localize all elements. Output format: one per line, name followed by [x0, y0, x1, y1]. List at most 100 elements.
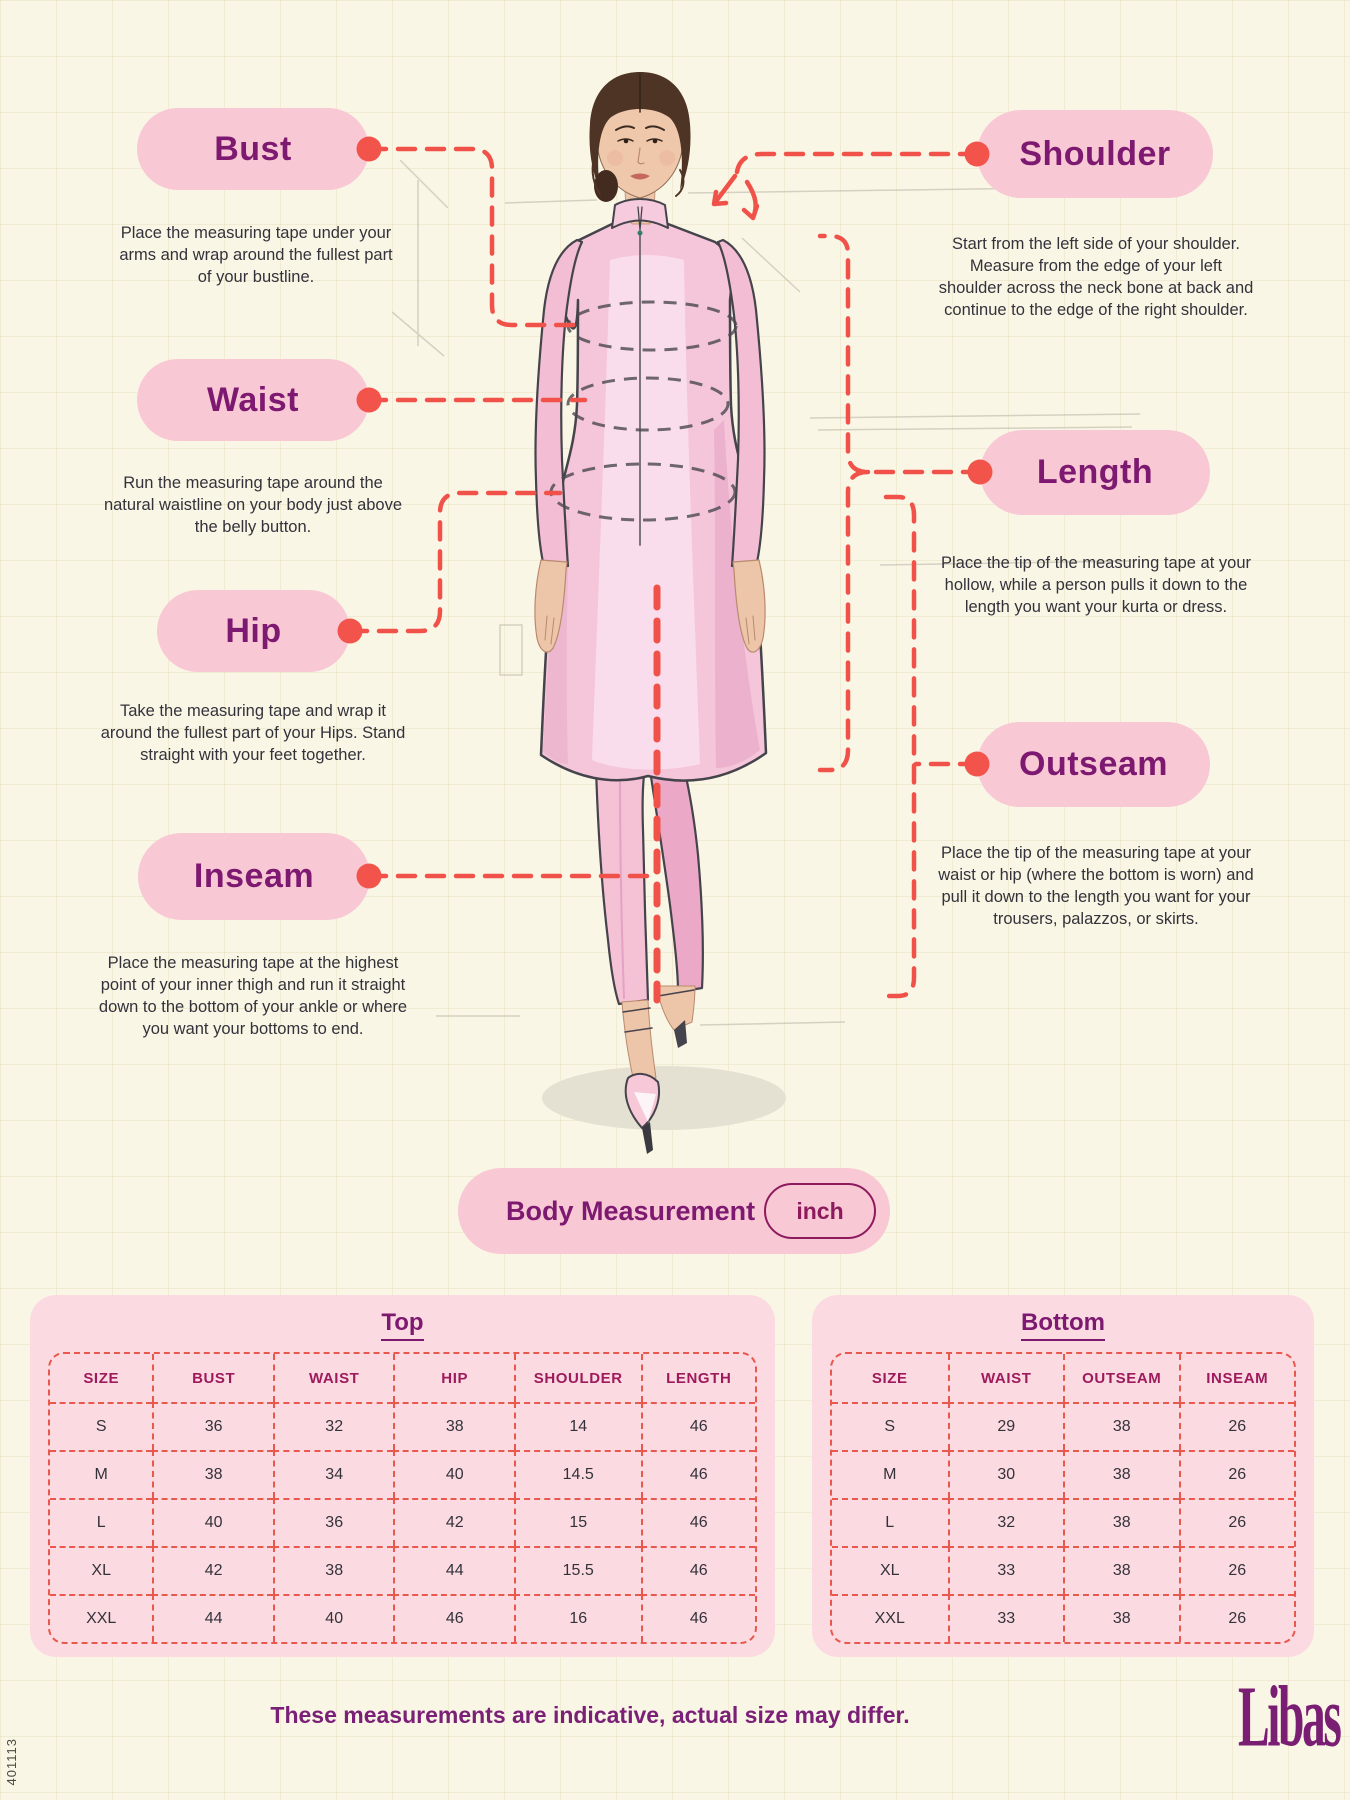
table-cell: 42 — [152, 1546, 273, 1594]
table-cell: 36 — [152, 1402, 273, 1450]
bust-connector — [366, 146, 586, 328]
table-cell: M — [832, 1450, 948, 1498]
table-cell: 44 — [152, 1594, 273, 1642]
table-cell: 38 — [1063, 1594, 1179, 1642]
outseam-description: Place the tip of the measuring tape at y… — [938, 844, 1254, 929]
table-cell: 26 — [1178, 1594, 1294, 1642]
table-cell: 26 — [1178, 1450, 1294, 1498]
inseam-description: Place the measuring tape at the highest … — [98, 954, 408, 1039]
table-header-cell: SHOULDER — [513, 1354, 641, 1402]
table-cell: 38 — [272, 1546, 394, 1594]
hip-dot — [337, 618, 363, 644]
table-cell: L — [832, 1498, 948, 1546]
body-measurement-pill: Body Measurement inch — [458, 1168, 890, 1254]
table-cell: 33 — [947, 1594, 1063, 1642]
length-dot — [967, 459, 993, 485]
table-row: S 29 38 26 — [832, 1402, 1294, 1450]
table-header-cell: SIZE — [83, 1369, 120, 1387]
top-size-table: SIZE BUST WAIST HIP SHOULDER LENGTH S 36 32 38 14 4… — [48, 1352, 757, 1644]
table-cell: 14.5 — [513, 1450, 641, 1498]
table-cell: 16 — [513, 1594, 641, 1642]
brand-logo: Libas — [1238, 1667, 1342, 1766]
table-header-cell: SIZE — [871, 1369, 908, 1387]
table-cell: 40 — [272, 1594, 394, 1642]
table-cell: 32 — [272, 1402, 394, 1450]
table-cell: 15.5 — [513, 1546, 641, 1594]
table-row: L 32 38 26 — [832, 1498, 1294, 1546]
waist-dot — [356, 387, 382, 413]
table-cell: L — [50, 1498, 153, 1546]
table-cell: 38 — [152, 1450, 273, 1498]
waist-ellipse — [566, 376, 730, 432]
table-cell: XL — [50, 1546, 153, 1594]
outseam-label: Outseam — [1019, 745, 1168, 783]
bottom-size-table: SIZE WAIST OUTSEAM INSEAM S 29 38 26 M 30 38 26 L 32 3… — [830, 1352, 1296, 1644]
shoulder-arrow-right — [741, 179, 760, 221]
table-cell: 40 — [152, 1498, 273, 1546]
length-connector-down — [817, 469, 871, 773]
table-cell: 33 — [947, 1546, 1063, 1594]
table-cell: 38 — [1063, 1402, 1179, 1450]
table-cell: XXL — [50, 1594, 153, 1642]
table-cell: 32 — [947, 1498, 1063, 1546]
table-cell: 44 — [393, 1546, 514, 1594]
table-cell: 26 — [1178, 1402, 1294, 1450]
table-row: S 36 32 38 14 46 — [50, 1402, 755, 1450]
table-cell: 46 — [640, 1498, 755, 1546]
table-header-cell: WAIST — [272, 1354, 394, 1402]
shoulder-connector — [734, 151, 980, 175]
table-cell: 36 — [272, 1498, 394, 1546]
fashion-figure — [534, 72, 768, 1154]
hip-description: Take the measuring tape and wrap it arou… — [100, 702, 406, 765]
floor-shadow — [542, 1066, 786, 1130]
length-pill: Length — [980, 430, 1210, 515]
table-cell: 46 — [393, 1594, 514, 1642]
table-cell: 42 — [393, 1498, 514, 1546]
table-header-cell: INSEAM — [1178, 1354, 1295, 1402]
table-header-cell: WAIST — [947, 1354, 1064, 1402]
table-cell: 34 — [272, 1450, 394, 1498]
table-cell: 46 — [640, 1450, 755, 1498]
inseam-pill: Inseam — [138, 833, 370, 920]
table-row: M 38 34 40 14.5 46 — [50, 1450, 755, 1498]
table-header-row: SIZE BUST WAIST HIP SHOULDER LENGTH — [50, 1354, 755, 1402]
shoulder-description: Start from the left side of your shoulde… — [938, 235, 1254, 320]
table-cell: 38 — [1063, 1498, 1179, 1546]
table-cell: 30 — [947, 1450, 1063, 1498]
bust-pill: Bust — [137, 108, 369, 190]
bust-label: Bust — [214, 129, 292, 168]
table-cell: M — [50, 1450, 153, 1498]
table-row: XL 42 38 44 15.5 46 — [50, 1546, 755, 1594]
table-cell: 26 — [1178, 1546, 1294, 1594]
length-description: Place the tip of the measuring tape at y… — [940, 554, 1252, 617]
hip-label: Hip — [225, 611, 282, 650]
outseam-line — [883, 494, 917, 999]
table-cell: 29 — [947, 1402, 1063, 1450]
waist-description: Run the measuring tape around the natura… — [103, 474, 403, 537]
table-cell: S — [832, 1402, 948, 1450]
table-cell: 46 — [640, 1402, 755, 1450]
hip-pill: Hip — [157, 590, 350, 672]
table-cell: 38 — [1063, 1450, 1179, 1498]
length-label: Length — [1036, 453, 1154, 491]
bust-description: Place the measuring tape under your arms… — [119, 224, 393, 287]
unit-badge: inch — [764, 1183, 876, 1239]
table-header-cell: LENGTH — [640, 1354, 756, 1402]
table-row: XXL 44 40 46 16 46 — [50, 1594, 755, 1642]
connector-lines — [347, 146, 983, 1004]
table-header-row: SIZE WAIST OUTSEAM INSEAM — [832, 1354, 1294, 1402]
shoulder-label: Shoulder — [1019, 134, 1171, 173]
table-cell: 14 — [513, 1402, 641, 1450]
table-cell: 46 — [640, 1546, 755, 1594]
background-sketch-lines — [391, 159, 1141, 1026]
inseam-dot — [356, 863, 382, 889]
table-header-cell: OUTSEAM — [1063, 1354, 1179, 1402]
table-cell: 38 — [1063, 1546, 1179, 1594]
body-measurement-title: Body Measurement — [506, 1195, 756, 1226]
shoulder-pill: Shoulder — [977, 110, 1213, 198]
table-cell: 46 — [640, 1594, 755, 1642]
table-cell: XL — [832, 1546, 948, 1594]
table-row: XL 33 38 26 — [832, 1546, 1294, 1594]
